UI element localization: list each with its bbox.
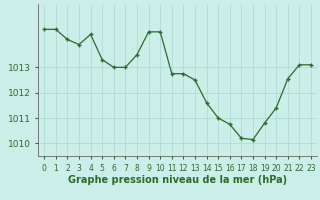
X-axis label: Graphe pression niveau de la mer (hPa): Graphe pression niveau de la mer (hPa) xyxy=(68,175,287,185)
